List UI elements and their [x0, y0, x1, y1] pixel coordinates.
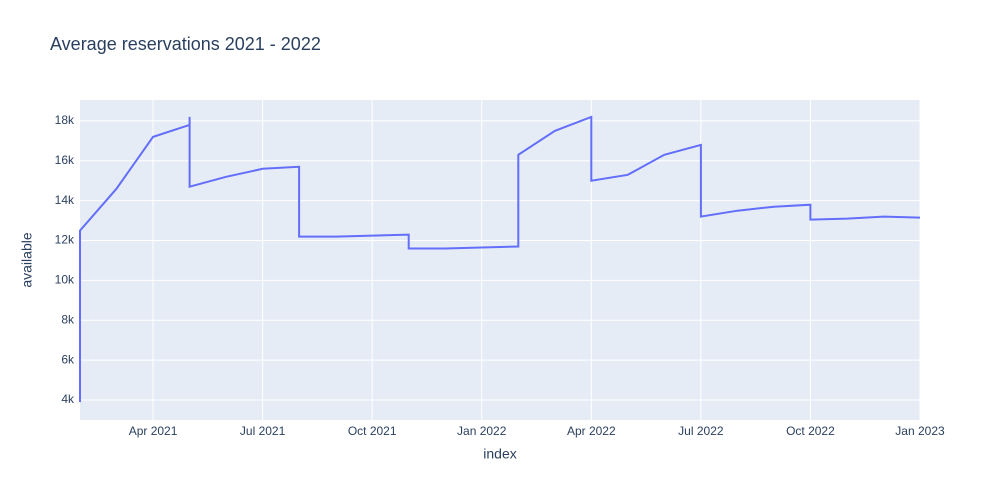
- y-tick-label: 16k: [55, 153, 75, 167]
- x-tick-label: Jan 2022: [457, 424, 507, 438]
- chart-title: Average reservations 2021 - 2022: [50, 34, 321, 54]
- plot-area: [80, 100, 920, 420]
- x-tick-label: Apr 2021: [129, 424, 178, 438]
- x-tick-label: Jul 2021: [240, 424, 286, 438]
- y-axis-title: available: [19, 232, 35, 287]
- x-tick-label: Jan 2023: [895, 424, 945, 438]
- data-line: [79, 115, 921, 403]
- x-tick-label: Apr 2022: [567, 424, 616, 438]
- y-tick-label: 6k: [61, 352, 75, 366]
- x-tick-label: Oct 2021: [348, 424, 397, 438]
- y-tick-label: 14k: [55, 193, 75, 207]
- y-tick-label: 8k: [61, 312, 75, 326]
- y-tick-label: 4k: [61, 392, 75, 406]
- y-tick-label: 12k: [55, 233, 75, 247]
- x-tick-label: Oct 2022: [786, 424, 835, 438]
- y-tick-label: 10k: [55, 273, 75, 287]
- x-tick-label: Jul 2022: [678, 424, 724, 438]
- y-tick-label: 18k: [55, 113, 75, 127]
- x-axis-title: index: [483, 446, 516, 462]
